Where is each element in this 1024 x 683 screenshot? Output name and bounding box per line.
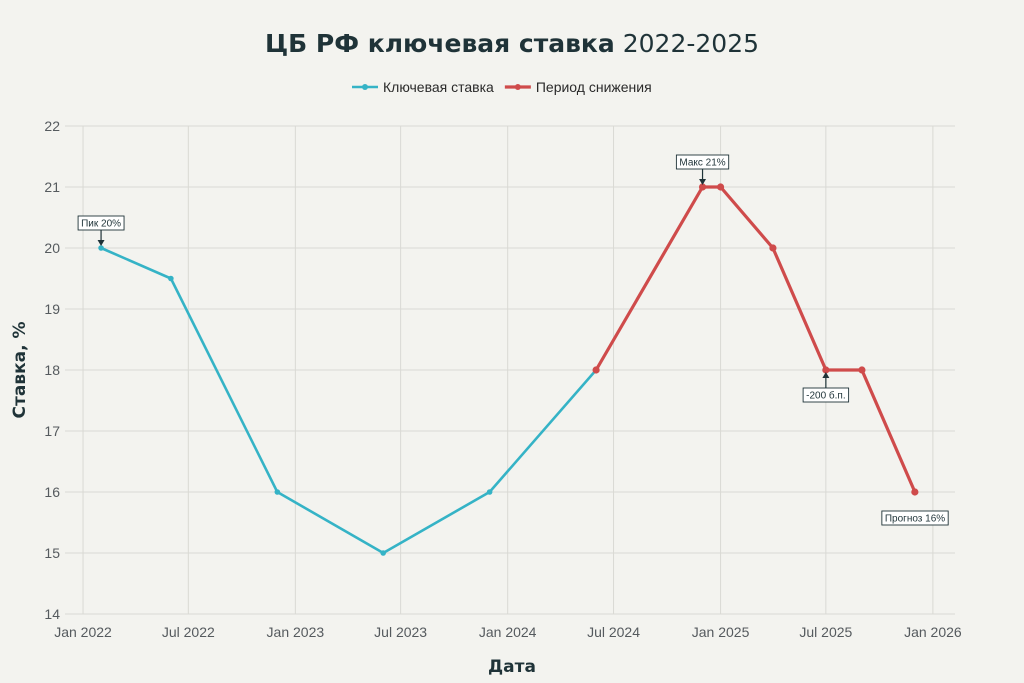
chart-title: ЦБ РФ ключевая ставка 2022-2025 [265, 29, 759, 58]
y-tick-label: 14 [44, 606, 60, 622]
data-point [698, 183, 707, 191]
data-point [716, 183, 725, 191]
y-axis-ticks: 14 15 16 17 18 19 20 21 22 [44, 118, 60, 622]
x-tick-label: Jul 2025 [799, 624, 852, 640]
y-tick-label: 18 [44, 362, 60, 378]
y-tick-label: 21 [44, 179, 60, 195]
x-tick-label: Jul 2023 [374, 624, 427, 640]
x-axis-ticks: Jan 2022 Jul 2022 Jan 2023 Jul 2023 Jan 2024… [54, 624, 962, 640]
annotation-label: -200 б.п. [806, 390, 846, 402]
y-tick-label: 15 [44, 545, 60, 561]
annotation-arrow-head [97, 240, 105, 246]
data-point [168, 275, 174, 282]
data-point [380, 550, 386, 556]
series-line-2 [594, 185, 917, 494]
x-tick-label: Jan 2025 [692, 624, 750, 640]
data-point [858, 366, 866, 374]
chart-title-bold: ЦБ РФ ключевая ставка [265, 29, 615, 58]
annotation-2: Макс 21% [675, 154, 730, 185]
data-point [592, 366, 600, 374]
grid [65, 125, 955, 615]
annotation-4: Прогноз 16% [881, 510, 949, 526]
series-points [98, 183, 919, 556]
annotation-arrow-head [699, 179, 707, 185]
annotation-3: -200 б.п. [802, 372, 850, 403]
data-point [769, 244, 777, 252]
y-axis-title: Ставка, % [10, 322, 30, 419]
annotations: Пик 20% Макс 21% -200 б.п. Прогноз 16% [77, 154, 949, 526]
y-tick-label: 16 [44, 484, 60, 500]
legend-item-2: Период снижения [504, 79, 652, 95]
annotation-label: Макс 21% [679, 158, 725, 169]
x-tick-label: Jan 2023 [267, 624, 325, 640]
x-tick-label: Jan 2024 [479, 624, 537, 640]
legend-swatch-marker [362, 84, 368, 90]
annotation-label: Прогноз 16% [885, 514, 945, 525]
y-tick-label: 20 [44, 240, 60, 256]
data-point [911, 488, 919, 496]
chart-title-normal: 2022-2025 [623, 29, 759, 58]
x-tick-label: Jan 2026 [904, 624, 962, 640]
y-tick-label: 17 [44, 423, 60, 439]
data-point [274, 489, 281, 495]
legend-label: Период снижения [536, 79, 652, 95]
data-point [98, 245, 104, 251]
y-tick-label: 19 [44, 301, 60, 317]
annotation-arrow-head [822, 372, 830, 378]
x-axis-title: Дата [488, 657, 536, 677]
legend-item-1: Ключевая ставка [352, 79, 494, 95]
y-tick-label: 22 [44, 118, 60, 134]
x-tick-label: Jul 2022 [162, 624, 215, 640]
legend-swatch-marker [514, 84, 521, 90]
x-tick-label: Jul 2024 [587, 624, 640, 640]
annotation-label: Пик 20% [81, 219, 121, 230]
legend: Ключевая ставка Период снижения [352, 79, 652, 95]
series-line-1 [99, 246, 598, 555]
legend-label: Ключевая ставка [383, 79, 494, 95]
data-point [822, 366, 830, 374]
data-point [486, 489, 493, 495]
annotation-1: Пик 20% [77, 215, 125, 246]
annotation-box [881, 510, 949, 526]
x-tick-label: Jan 2022 [54, 624, 112, 640]
